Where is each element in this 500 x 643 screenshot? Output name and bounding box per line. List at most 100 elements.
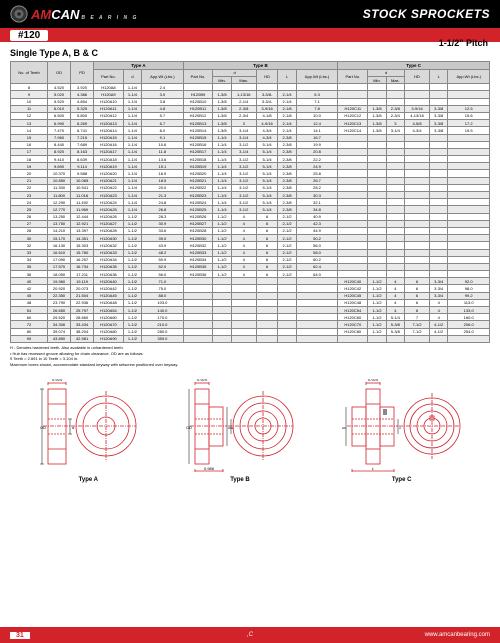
table-cell	[430, 213, 448, 220]
table-cell	[183, 285, 213, 292]
table-cell: 17.570	[48, 263, 71, 270]
table-cell: 2-3/8	[278, 163, 296, 170]
table-cell: 5-1/4	[256, 206, 278, 213]
table-cell: 17.2	[448, 120, 490, 127]
table-cell: 4	[430, 314, 448, 321]
table-cell: 6.990	[48, 120, 71, 127]
table-cell	[338, 91, 368, 98]
table-cell: 1-1/2	[123, 285, 141, 292]
table-cell: 13.397	[71, 227, 94, 234]
table-cell	[448, 335, 490, 342]
table-cell: 98.0	[448, 285, 490, 292]
table-cell	[368, 91, 386, 98]
table-cell: 88.0	[142, 292, 184, 299]
table-cell: H120A36	[94, 271, 124, 278]
table-cell: 90	[11, 335, 48, 342]
table-cell: 18.5	[142, 177, 184, 184]
table-cell: 14	[11, 127, 48, 134]
table-cell: 50.9	[142, 256, 184, 263]
table-cell: 1-1/4	[123, 163, 141, 170]
diagram-type-c: 0.924 L HD d Type C	[342, 379, 462, 483]
table-cell	[338, 227, 368, 234]
table-cell: 48	[11, 299, 48, 306]
dim-label: 0.924	[52, 379, 63, 382]
table-cell	[405, 163, 430, 170]
bearing-icon	[10, 5, 28, 23]
table-cell: 58.0	[296, 249, 338, 256]
table-cell: 25.797	[71, 307, 94, 314]
table-cell: 25.8	[296, 170, 338, 177]
table-cell: 7.1	[296, 98, 338, 105]
col-b-max: Max.	[231, 77, 256, 84]
footer: 31 ,C www.amcanbearing.com	[0, 627, 500, 643]
table-cell: 1-1/4	[123, 192, 141, 199]
table-cell: 1-1/4	[123, 98, 141, 105]
table-cell	[296, 278, 338, 285]
table-cell	[386, 177, 404, 184]
table-cell: 20.0	[142, 184, 184, 191]
table-cell: 33	[11, 249, 48, 256]
table-cell: 20	[11, 170, 48, 177]
table-cell	[278, 321, 296, 328]
table-cell	[338, 271, 368, 278]
table-cell: 5-1/4	[256, 148, 278, 155]
table-cell: H120B34	[183, 256, 213, 263]
table-cell: 40	[11, 278, 48, 285]
table-cell: 5-3/8	[386, 321, 404, 328]
table-cell	[296, 307, 338, 314]
table-cell: 71.0	[142, 278, 184, 285]
table-cell	[405, 98, 430, 105]
table-row: 2311.80011.018H120A231-1/421.3H120B231-1…	[11, 192, 490, 199]
table-cell	[278, 285, 296, 292]
table-cell	[183, 278, 213, 285]
table-cell	[368, 148, 386, 155]
table-cell	[430, 256, 448, 263]
table-cell: 6	[405, 278, 430, 285]
table-cell: 4	[231, 263, 256, 270]
table-body: 84.5203.920H120A81-1/42.495.0204.386H120…	[11, 84, 490, 343]
table-cell: H120A48	[94, 299, 124, 306]
table-cell: 1-3/8	[368, 112, 386, 119]
col-pd: PD	[71, 62, 94, 84]
table-cell: H120A45	[94, 292, 124, 299]
table-cell: 1-1/4	[123, 84, 141, 91]
table-cell: H120C13	[338, 120, 368, 127]
table-cell	[448, 263, 490, 270]
table-cell: 1-1/4	[123, 91, 141, 98]
table-cell: 11.018	[71, 192, 94, 199]
table-cell	[231, 321, 256, 328]
table-cell	[405, 170, 430, 177]
table-cell: 4-3/4	[405, 127, 430, 134]
table-cell	[386, 141, 404, 148]
table-cell	[386, 134, 404, 141]
table-cell: 7.215	[71, 134, 94, 141]
table-cell: 6.500	[48, 112, 71, 119]
table-cell: 1-1/2	[368, 285, 386, 292]
table-cell: 9.1	[142, 134, 184, 141]
table-cell: H120A11	[94, 105, 124, 112]
svg-text:d: d	[399, 426, 401, 430]
table-cell: 1-1/2	[368, 278, 386, 285]
table-cell	[183, 299, 213, 306]
table-cell: 3-3/4-	[256, 98, 278, 105]
table-cell	[368, 335, 386, 342]
table-cell: 17.211	[71, 271, 94, 278]
table-cell: 11.969	[71, 206, 94, 213]
table-cell: 14.210	[48, 227, 71, 234]
table-cell: 24.8	[142, 199, 184, 206]
table-cell: H120B36	[183, 271, 213, 278]
table-cell: 52.0	[142, 263, 184, 270]
table-row: 4522.35021.504H120A451-1/288.0H120C451-1…	[11, 292, 490, 299]
table-cell: H120B13	[183, 120, 213, 127]
table-cell: 1-1/2	[123, 299, 141, 306]
table-cell: 1-1/2	[213, 242, 231, 249]
table-cell: 15.1	[142, 163, 184, 170]
table-cell: 1-1/4	[213, 206, 231, 213]
table-cell	[368, 213, 386, 220]
table-cell: 8.639	[71, 156, 94, 163]
table-cell: 50.2	[296, 235, 338, 242]
table-cell: H120B30	[183, 235, 213, 242]
col-a-partno: Part No.	[94, 69, 124, 83]
table-cell	[231, 328, 256, 335]
table-cell: 8	[11, 84, 48, 91]
